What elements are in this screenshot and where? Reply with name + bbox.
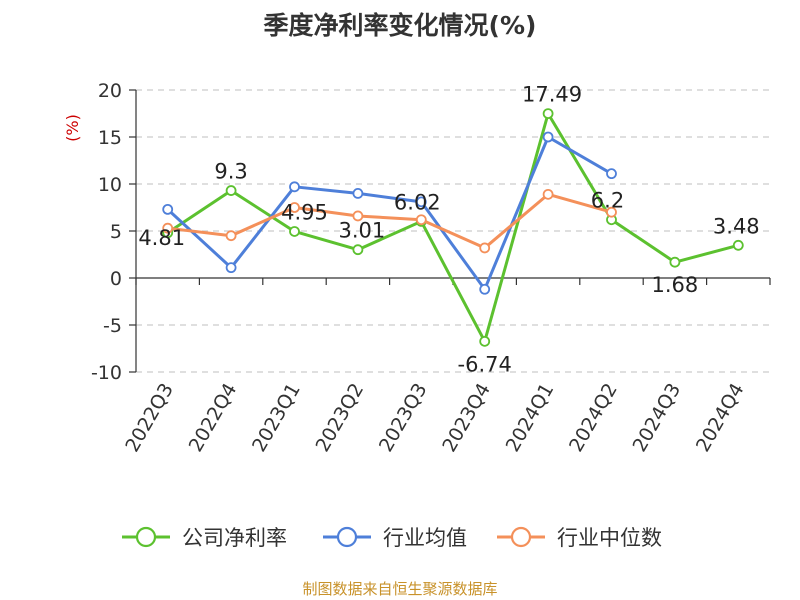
y-tick-label: 0 <box>110 268 122 290</box>
data-point <box>479 283 491 295</box>
data-label: 1.68 <box>652 273 699 297</box>
data-point <box>606 206 617 218</box>
x-tick-label: 2023Q4 <box>438 380 495 456</box>
x-tick-label: 2023Q2 <box>311 380 368 456</box>
data-label: 6.2 <box>591 189 624 213</box>
legend-item-label: 公司净利率 <box>182 526 287 550</box>
y-tick-label: 20 <box>98 80 122 102</box>
data-point <box>542 188 554 200</box>
data-label: 3.01 <box>339 219 386 243</box>
legend-marker <box>510 526 532 548</box>
data-point <box>352 244 364 256</box>
data-point <box>162 203 174 215</box>
data-point <box>225 262 237 274</box>
data-label: 3.48 <box>713 214 760 238</box>
data-label: 17.49 <box>522 83 582 107</box>
data-point <box>542 131 554 143</box>
x-tick-label: 2023Q1 <box>248 380 305 456</box>
y-tick-label: -10 <box>91 362 122 384</box>
x-tick-label: 2024Q3 <box>628 380 685 456</box>
y-tick-label: 10 <box>98 174 122 196</box>
data-point <box>162 222 174 234</box>
x-tick-label: 2024Q1 <box>502 380 559 456</box>
data-point <box>225 185 237 196</box>
legend: 公司净利率 行业均值 行业中位数 <box>122 526 662 550</box>
data-label: 6.02 <box>394 190 441 214</box>
data-point <box>479 335 491 347</box>
series-line-0 <box>166 112 739 343</box>
y-tick-label: -5 <box>103 315 122 337</box>
y-tick-label: 5 <box>110 221 122 243</box>
series-line-1 <box>166 135 613 291</box>
data-point <box>669 256 681 268</box>
x-tick-label: 2024Q2 <box>565 380 622 456</box>
data-point <box>542 108 554 119</box>
data-point <box>289 226 300 237</box>
grid-lines <box>136 89 770 373</box>
data-point <box>606 168 617 180</box>
data-label: 4.95 <box>281 200 328 224</box>
chart-title: 季度净利率变化情况(%) <box>263 11 537 40</box>
data-labels: 4.81 9.3 4.95 3.01 6.02 -6.74 17.49 6.2 1.68 3.48 <box>138 83 759 377</box>
data-point <box>352 210 364 222</box>
data-point <box>289 202 300 213</box>
data-point <box>415 214 427 226</box>
data-point <box>732 239 744 251</box>
data-point <box>225 230 237 242</box>
data-label: 4.81 <box>138 226 185 250</box>
y-tick-label: 15 <box>98 127 122 149</box>
legend-item-label: 行业均值 <box>383 526 467 550</box>
series-line-2 <box>167 192 612 250</box>
x-tick-label: 2023Q3 <box>375 380 432 456</box>
legend-item-label: 行业中位数 <box>557 526 662 550</box>
data-point <box>479 242 491 254</box>
data-point <box>352 187 364 199</box>
data-label: 9.3 <box>214 160 247 184</box>
x-tick-label: 2022Q3 <box>121 380 178 456</box>
series-lines <box>162 108 744 347</box>
y-axis-unit-label: (%) <box>63 114 82 142</box>
legend-marker <box>135 526 157 548</box>
data-label: -6.74 <box>458 352 512 376</box>
legend-marker <box>336 526 358 548</box>
x-tick-label: 2024Q4 <box>692 380 749 456</box>
source-note: 制图数据来自恒生聚源数据库 <box>302 580 498 598</box>
data-point <box>289 181 300 193</box>
x-tick-label: 2022Q4 <box>185 380 242 456</box>
data-point <box>415 196 427 208</box>
